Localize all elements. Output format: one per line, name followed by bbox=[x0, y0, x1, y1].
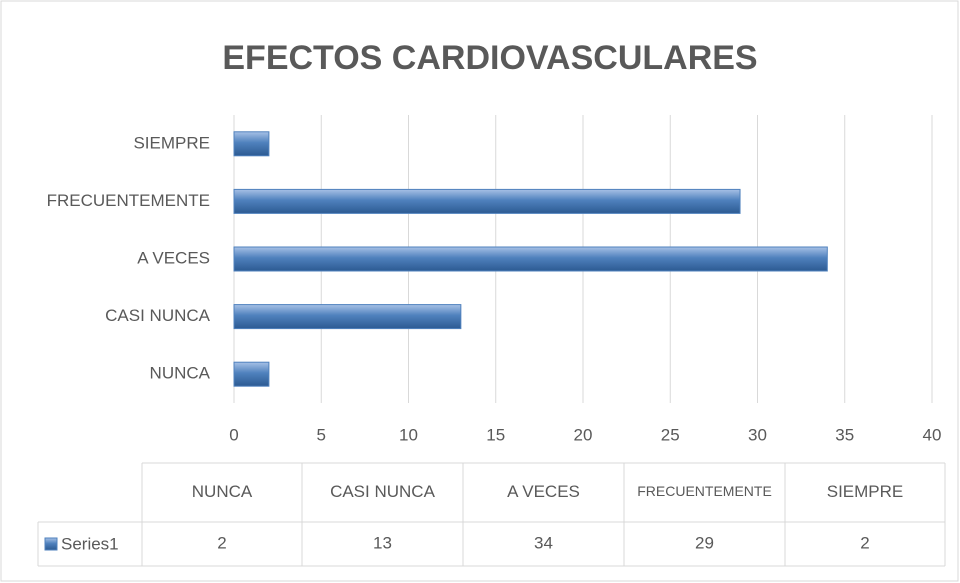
chart-title: EFECTOS CARDIOVASCULARES bbox=[222, 39, 757, 77]
x-tick-label: 10 bbox=[399, 425, 418, 444]
x-tick-label: 35 bbox=[835, 425, 854, 444]
bar bbox=[233, 361, 270, 387]
y-tick-label: SIEMPRE bbox=[133, 133, 210, 152]
y-tick-label: CASI NUNCA bbox=[105, 306, 211, 325]
table-header: FRECUENTEMENTE bbox=[637, 483, 772, 499]
x-tick-label: 40 bbox=[923, 425, 942, 444]
table-header: NUNCA bbox=[192, 482, 253, 501]
x-tick-label: 30 bbox=[748, 425, 767, 444]
bar bbox=[233, 131, 270, 157]
bar bbox=[233, 246, 828, 272]
x-tick-label: 25 bbox=[661, 425, 680, 444]
table-value: 2 bbox=[860, 533, 869, 552]
y-tick-label: A VECES bbox=[137, 248, 210, 267]
bar bbox=[233, 304, 462, 330]
table-header: SIEMPRE bbox=[827, 482, 904, 501]
x-tick-label: 5 bbox=[317, 425, 326, 444]
y-tick-label: FRECUENTEMENTE bbox=[47, 191, 210, 210]
x-tick-label: 0 bbox=[229, 425, 238, 444]
bar bbox=[233, 188, 741, 214]
x-tick-label: 20 bbox=[574, 425, 593, 444]
legend-key bbox=[44, 537, 58, 551]
table-value: 34 bbox=[534, 533, 553, 552]
table-header: A VECES bbox=[507, 482, 580, 501]
table-value: 29 bbox=[695, 533, 714, 552]
table-header: CASI NUNCA bbox=[330, 482, 436, 501]
y-tick-label: NUNCA bbox=[150, 364, 211, 383]
legend-label: Series1 bbox=[61, 534, 119, 553]
table-value: 2 bbox=[217, 533, 226, 552]
table-value: 13 bbox=[373, 533, 392, 552]
x-tick-label: 15 bbox=[486, 425, 505, 444]
